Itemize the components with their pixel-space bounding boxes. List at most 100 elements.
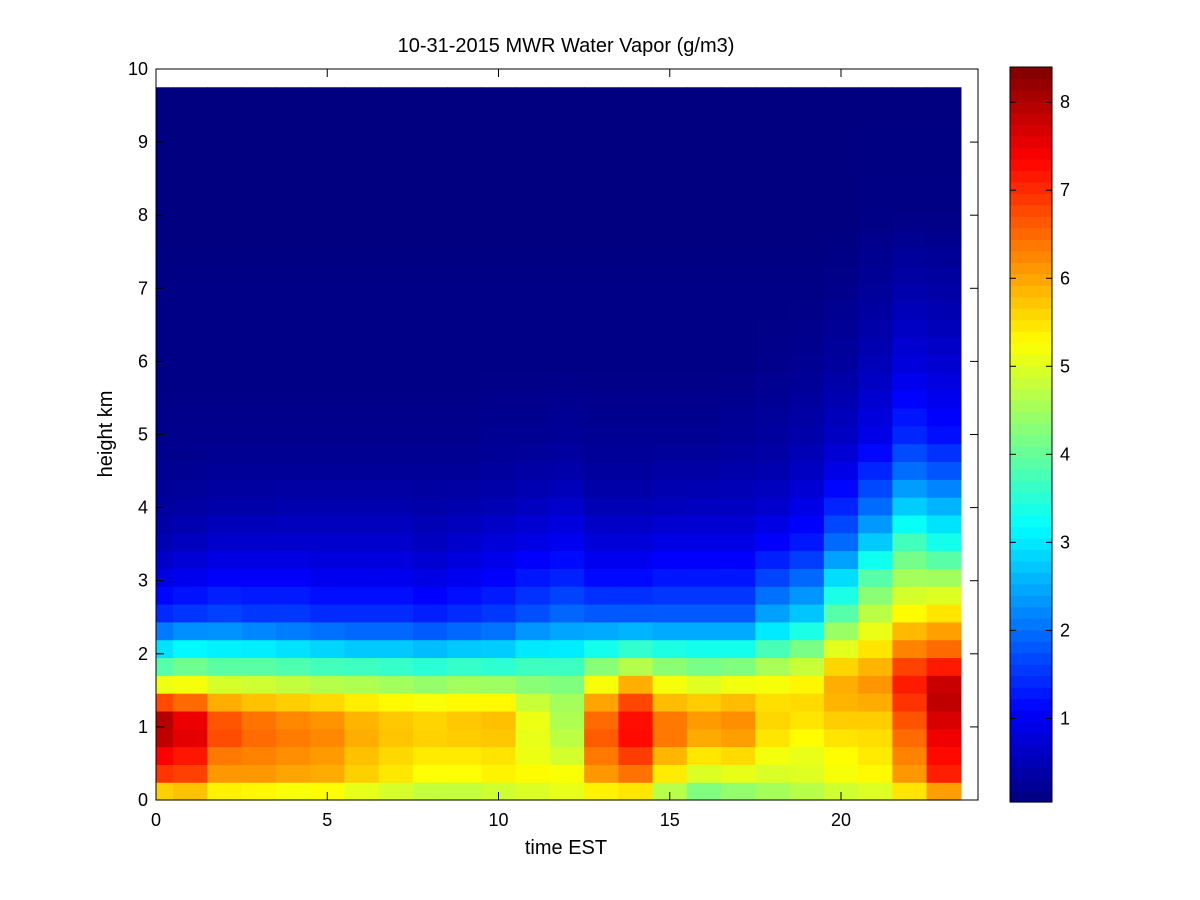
heatmap-cell xyxy=(378,443,414,463)
heatmap-cell xyxy=(858,586,893,605)
y-axis-ticks: 0 1 2 3 4 5 6 7 8 9 10 xyxy=(128,59,978,810)
heatmap-cell xyxy=(892,497,928,516)
heatmap-cell xyxy=(652,746,688,765)
heatmap-cell xyxy=(823,514,859,534)
heatmap-cell xyxy=(549,497,585,516)
heatmap-cell xyxy=(823,710,859,730)
heatmap-cell xyxy=(618,372,654,391)
heatmap-cell xyxy=(515,194,551,213)
heatmap-cell xyxy=(412,283,448,302)
heatmap-cell xyxy=(173,443,208,463)
heatmap-cell xyxy=(721,497,756,516)
heatmap-cell xyxy=(652,461,688,480)
heatmap-cell xyxy=(926,390,962,409)
heatmap-cell xyxy=(412,425,448,445)
heatmap-cell xyxy=(310,194,345,213)
heatmap-cell xyxy=(652,176,688,195)
heatmap-cell xyxy=(241,532,277,552)
heatmap-cell xyxy=(310,336,345,356)
heatmap-cell xyxy=(926,532,962,552)
heatmap-cell xyxy=(412,212,448,231)
heatmap-cell xyxy=(549,176,585,195)
heatmap-cell xyxy=(858,176,893,195)
heatmap-cell xyxy=(173,247,208,267)
heatmap-cell xyxy=(618,122,654,142)
heatmap-cell xyxy=(241,728,277,748)
heatmap-cell xyxy=(173,621,208,641)
heatmap-cell xyxy=(173,265,208,284)
heatmap-cell xyxy=(549,283,585,302)
heatmap-cell xyxy=(686,87,722,106)
heatmap-cell xyxy=(344,586,380,605)
heatmap-cell xyxy=(789,728,825,748)
heatmap-cell xyxy=(618,782,654,801)
heatmap-cell xyxy=(584,586,619,605)
heatmap-cell xyxy=(412,247,448,267)
heatmap-cell xyxy=(241,122,277,142)
heatmap-cell xyxy=(310,372,345,391)
heatmap-cell xyxy=(447,283,482,302)
heatmap-cell xyxy=(823,693,859,712)
heatmap-cell xyxy=(275,265,311,284)
heatmap-cell xyxy=(344,728,380,748)
y-tick-label: 8 xyxy=(138,205,148,225)
heatmap-cell xyxy=(515,247,551,267)
heatmap-cell xyxy=(241,497,277,516)
heatmap-cell xyxy=(755,479,791,498)
heatmap-cell xyxy=(275,176,311,195)
heatmap-cell xyxy=(447,586,482,605)
heatmap-cell xyxy=(156,443,174,463)
heatmap-cell xyxy=(515,390,551,409)
heatmap-cell xyxy=(378,746,414,765)
heatmap-cell xyxy=(344,87,380,106)
heatmap-cell xyxy=(447,301,482,320)
heatmap-cell xyxy=(652,354,688,373)
heatmap-cell xyxy=(156,693,174,712)
heatmap-cell xyxy=(755,710,791,730)
heatmap-cell xyxy=(789,247,825,267)
heatmap-cell xyxy=(156,782,174,801)
heatmap-cell xyxy=(310,105,345,124)
heatmap-cell xyxy=(686,265,722,284)
heatmap-cell xyxy=(755,140,791,160)
heatmap-cell xyxy=(412,568,448,587)
colorbar-step xyxy=(1010,296,1052,309)
colorbar-tick-label: 7 xyxy=(1060,180,1070,200)
heatmap-cell xyxy=(858,283,893,302)
heatmap-cell xyxy=(207,425,243,445)
heatmap-cell xyxy=(549,87,585,106)
heatmap-cell xyxy=(515,657,551,676)
heatmap-cell xyxy=(447,122,482,142)
heatmap-cell xyxy=(412,604,448,623)
heatmap-cell xyxy=(926,710,962,730)
heatmap-cell xyxy=(721,372,756,391)
heatmap-cell xyxy=(344,390,380,409)
heatmap-cell xyxy=(789,176,825,195)
colorbar-step xyxy=(1010,491,1052,504)
heatmap-cell xyxy=(412,390,448,409)
heatmap-cell xyxy=(549,675,585,694)
heatmap-cell xyxy=(858,782,893,801)
heatmap-cell xyxy=(584,639,619,659)
heatmap-cell xyxy=(156,532,174,552)
heatmap-cell xyxy=(207,675,243,694)
heatmap-cell xyxy=(686,621,722,641)
heatmap-cell xyxy=(481,693,517,712)
heatmap-cell xyxy=(378,354,414,373)
heatmap-cell xyxy=(721,639,756,659)
heatmap-cell xyxy=(310,390,345,409)
heatmap-cell xyxy=(721,212,756,231)
heatmap-cell xyxy=(275,229,311,249)
heatmap-cell xyxy=(789,408,825,427)
colorbar-step xyxy=(1010,216,1052,229)
heatmap-cell xyxy=(156,140,174,160)
colorbar-step xyxy=(1010,89,1052,103)
heatmap-cell xyxy=(310,176,345,195)
heatmap-cell xyxy=(686,604,722,623)
heatmap-cell xyxy=(721,586,756,605)
heatmap-cell xyxy=(241,318,277,338)
heatmap-cell xyxy=(686,425,722,445)
heatmap-cell xyxy=(481,621,517,641)
heatmap-cell xyxy=(378,657,414,676)
heatmap-cell xyxy=(652,158,688,177)
